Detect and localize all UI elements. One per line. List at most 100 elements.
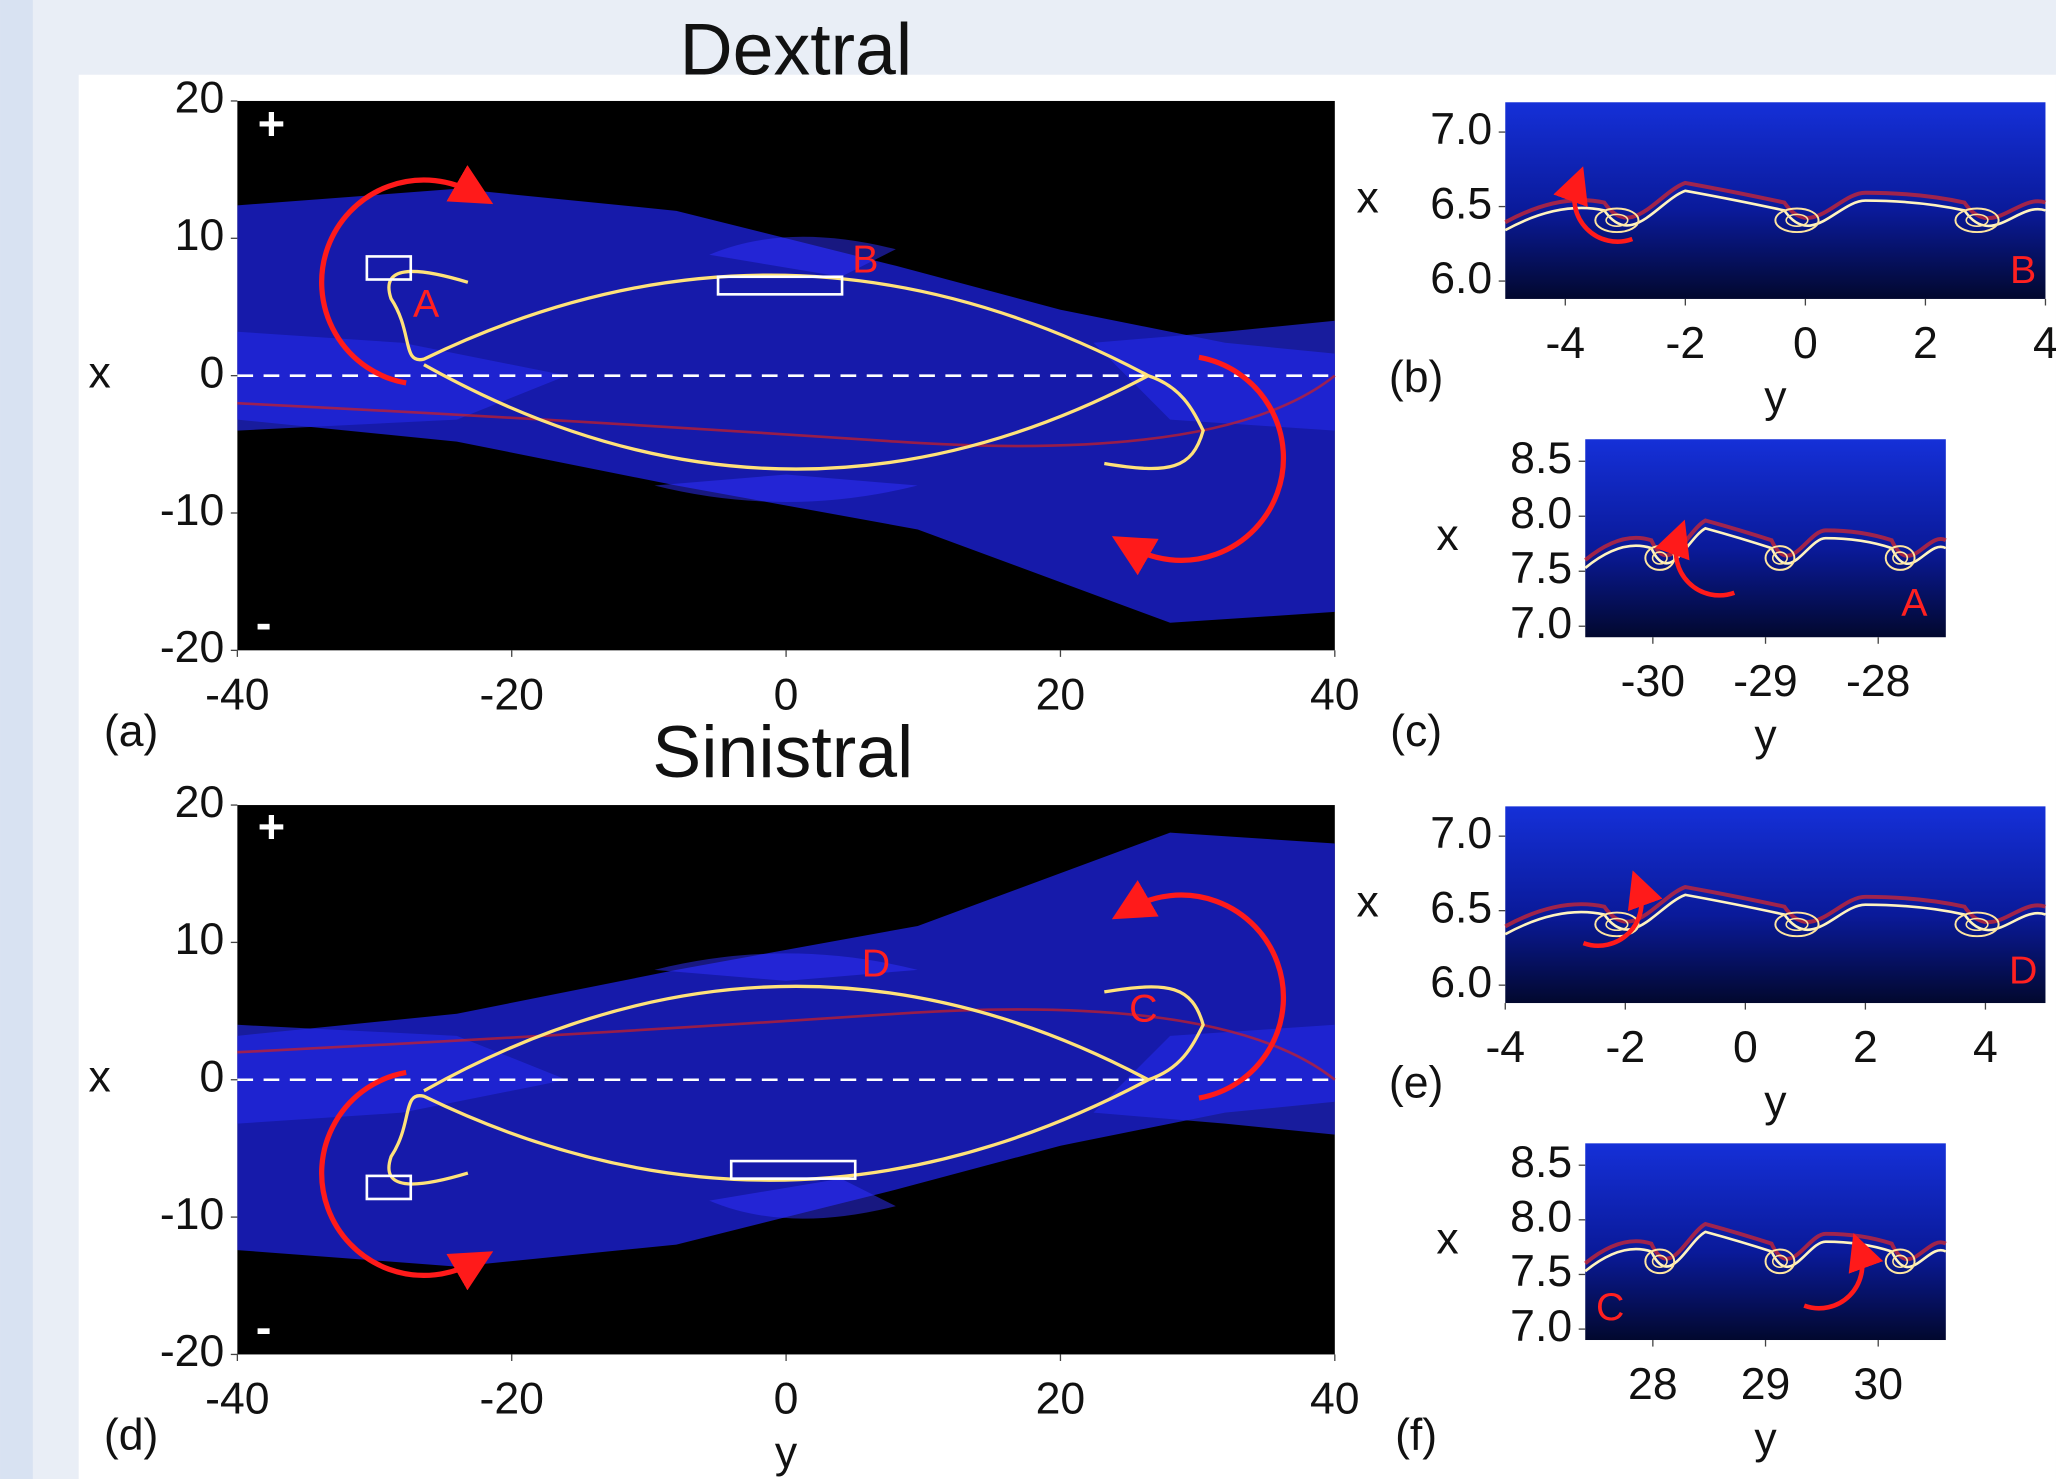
x-tick-label: 0 <box>1793 319 1818 368</box>
vortex <box>1774 911 1820 938</box>
panel-label: (e) <box>1389 1058 1443 1107</box>
red-sheet <box>1504 180 2047 224</box>
y-tick-label: 7.0 <box>1510 1302 1572 1351</box>
y-tick-label: 7.0 <box>1510 599 1572 648</box>
x-tick-label: 0 <box>1733 1023 1758 1072</box>
panel-title: Sinistral <box>652 711 913 793</box>
y-tick-label: 7.5 <box>1510 544 1572 593</box>
x-tick-label: 4 <box>1973 1023 1998 1072</box>
red-sheet <box>237 1008 1336 1081</box>
x-tick-label: -28 <box>1846 657 1910 706</box>
x-tick-label: -20 <box>480 670 544 719</box>
y-tick-label: 6.0 <box>1430 958 1492 1007</box>
annotation: D <box>2009 948 2037 992</box>
field-image <box>237 805 1336 1355</box>
annotation: - <box>256 1301 272 1354</box>
zoom-box <box>365 1174 413 1201</box>
field-image <box>1584 1143 1947 1341</box>
x-tick-label: 29 <box>1741 1360 1791 1409</box>
vortex <box>1605 213 1629 227</box>
y-tick-label: 8.5 <box>1510 1138 1572 1187</box>
x-tick-label: 2 <box>1913 319 1938 368</box>
rotation-arrow <box>1803 1232 1884 1311</box>
y-tick-label: 8.0 <box>1510 489 1572 538</box>
red-sheet <box>1584 1221 1947 1265</box>
y-axis-label: x <box>89 1053 111 1102</box>
rotation-arrow <box>1111 354 1287 576</box>
vortex <box>1774 207 1820 234</box>
field-image <box>1583 439 1947 638</box>
annotation: C <box>1596 1285 1624 1329</box>
vortex <box>1651 1254 1668 1269</box>
y-tick-label: 7.0 <box>1430 105 1492 154</box>
vortex <box>1785 213 1809 227</box>
y-axis-label: x <box>1356 173 1378 222</box>
x-tick-label: 28 <box>1628 1360 1678 1409</box>
vortex <box>1892 1254 1909 1269</box>
zoom-box <box>716 275 844 296</box>
x-tick-label: -2 <box>1666 319 1706 368</box>
vortex <box>1954 207 2000 234</box>
x-tick-label: -4 <box>1545 319 1585 368</box>
y-tick-label: 6.5 <box>1430 883 1492 932</box>
panel-label: (d) <box>104 1411 158 1460</box>
y-tick-label: 10 <box>175 211 225 260</box>
annotation: A <box>1901 581 1928 625</box>
x-tick-label: 2 <box>1853 1023 1878 1072</box>
x-axis-label: y <box>1754 711 1777 760</box>
y-tick-label: -20 <box>160 623 224 672</box>
y-tick-label: 6.5 <box>1430 179 1492 228</box>
x-tick-label: 4 <box>2033 319 2056 368</box>
annotation: + <box>258 800 286 853</box>
x-tick-label: -40 <box>205 670 269 719</box>
vortex <box>1594 911 1640 938</box>
panel-label: (c) <box>1390 707 1442 756</box>
y-axis-label: x <box>1356 877 1378 926</box>
x-tick-label: 0 <box>774 1374 799 1423</box>
x-axis-label: y <box>1764 373 1787 422</box>
vortex <box>1764 1248 1796 1275</box>
blue-band <box>237 832 1335 1267</box>
y-tick-label: 20 <box>175 778 225 827</box>
current-sheet <box>387 985 1205 1186</box>
vortex <box>1965 917 1989 932</box>
blue-band <box>237 188 1335 623</box>
rotation-arrow <box>1582 870 1663 948</box>
x-tick-label: 30 <box>1853 1360 1903 1409</box>
rotation-arrow <box>1655 519 1736 598</box>
x-tick-label: -40 <box>205 1374 269 1423</box>
rotation-arrow <box>319 165 494 386</box>
red-sheet <box>1583 518 1947 562</box>
y-tick-label: 8.0 <box>1510 1193 1572 1242</box>
rotation-arrow <box>1553 166 1634 244</box>
x-tick-label: 20 <box>1036 1374 1086 1423</box>
field-image <box>1504 806 2047 1004</box>
annotation: B <box>852 238 878 282</box>
current-sheet <box>423 363 1150 471</box>
x-tick-label: -2 <box>1605 1023 1645 1072</box>
y-tick-label: 7.0 <box>1430 809 1492 858</box>
panel-title: Dextral <box>680 8 913 90</box>
x-tick-label: 40 <box>1310 1374 1360 1423</box>
y-tick-label: 0 <box>199 348 224 397</box>
x-tick-label: 0 <box>774 670 799 719</box>
annotation: + <box>258 98 286 151</box>
vortex <box>1785 917 1809 932</box>
y-axis-label: x <box>89 348 111 397</box>
current-sheet <box>423 984 1150 1093</box>
vortex <box>1594 207 1640 234</box>
y-tick-label: 10 <box>175 915 225 964</box>
y-tick-label: -10 <box>160 1190 224 1239</box>
vortex <box>1884 545 1916 571</box>
x-axis-label: y <box>1754 1414 1777 1463</box>
vortex <box>1605 917 1629 932</box>
vortex <box>1644 1248 1676 1275</box>
vortex <box>1892 551 1909 565</box>
x-tick-label: 20 <box>1036 670 1086 719</box>
y-tick-label: 20 <box>175 74 225 123</box>
y-tick-label: -20 <box>160 1327 224 1376</box>
x-axis-label: y <box>1764 1077 1787 1126</box>
side-strip <box>0 0 33 1479</box>
